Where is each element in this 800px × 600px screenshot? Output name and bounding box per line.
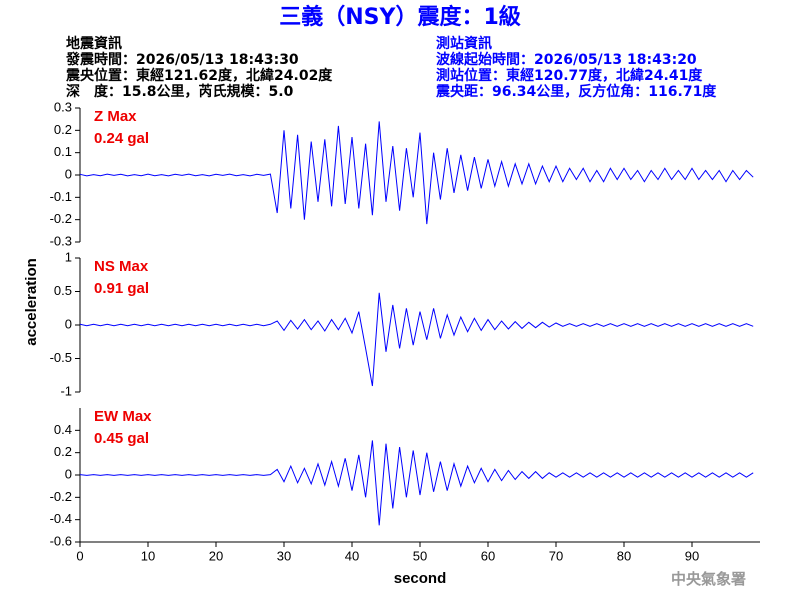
header-line: 波線起始時間：2026/05/13 18:43:20 <box>436 51 697 68</box>
y-tick-label: 0.2 <box>54 444 72 459</box>
x-tick-label: 80 <box>617 548 631 563</box>
chart-title: 三義（NSY）震度：1級 <box>279 4 521 30</box>
x-tick-label: 90 <box>685 548 699 563</box>
y-axis-label: acceleration <box>23 258 40 346</box>
x-tick-label: 20 <box>209 548 223 563</box>
annotation: EW Max <box>94 408 152 425</box>
y-tick-label: -0.1 <box>50 189 72 204</box>
y-tick-label: -0.4 <box>50 511 72 526</box>
annotation: 0.24 gal <box>94 130 149 147</box>
y-tick-label: -0.2 <box>50 211 72 226</box>
header-line: 測站資訊 <box>436 35 492 52</box>
x-tick-label: 0 <box>76 548 83 563</box>
header-line: 地震資訊 <box>66 35 122 52</box>
x-axis-label: second <box>394 570 447 587</box>
annotation: Z Max <box>94 108 137 125</box>
annotation: 0.91 gal <box>94 280 149 297</box>
y-tick-label: 1 <box>65 249 72 264</box>
header-line: 震央位置：東經121.62度，北緯24.02度 <box>65 67 333 84</box>
y-tick-label: 0.1 <box>54 144 72 159</box>
waveform <box>79 121 754 225</box>
y-tick-label: -1 <box>60 383 72 398</box>
header-line: 測站位置：東經120.77度，北緯24.41度 <box>436 67 703 84</box>
header-line: 深 度：15.8公里，芮氏規模：5.0 <box>66 83 294 100</box>
header-line: 震央距：96.34公里，反方位角：116.71度 <box>435 83 717 100</box>
annotation: 0.45 gal <box>94 430 149 447</box>
y-tick-label: 0 <box>65 466 72 481</box>
y-tick-label: 0 <box>65 316 72 331</box>
x-tick-label: 40 <box>345 548 359 563</box>
y-tick-label: -0.6 <box>50 533 72 548</box>
header-line: 發震時間：2026/05/13 18:43:30 <box>65 51 299 68</box>
y-tick-label: -0.5 <box>50 350 72 365</box>
x-tick-label: 60 <box>481 548 495 563</box>
y-tick-label: 0.2 <box>54 122 72 137</box>
y-tick-label: 0.5 <box>54 283 72 298</box>
y-tick-label: -0.3 <box>50 233 72 248</box>
y-tick-label: 0.3 <box>54 99 72 114</box>
waveform <box>79 292 754 387</box>
x-tick-label: 10 <box>141 548 155 563</box>
x-tick-label: 50 <box>413 548 427 563</box>
annotation: NS Max <box>94 258 149 275</box>
x-tick-label: 30 <box>277 548 291 563</box>
waveform <box>79 440 754 526</box>
watermark: 中央氣象署 <box>671 570 746 588</box>
y-tick-label: -0.2 <box>50 489 72 504</box>
y-tick-label: 0.4 <box>54 422 72 437</box>
y-tick-label: 0 <box>65 166 72 181</box>
x-tick-label: 70 <box>549 548 563 563</box>
